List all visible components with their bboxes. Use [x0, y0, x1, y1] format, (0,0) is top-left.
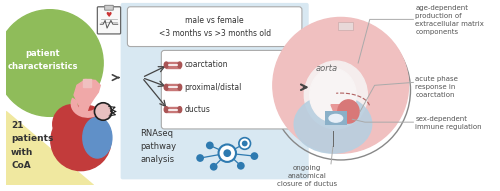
- Polygon shape: [166, 62, 180, 68]
- Polygon shape: [6, 112, 94, 185]
- FancyBboxPatch shape: [120, 3, 308, 179]
- Text: ductus: ductus: [184, 105, 210, 114]
- Text: RNAseq
pathway
analysis: RNAseq pathway analysis: [140, 129, 176, 164]
- Text: 21
patients
with
CoA: 21 patients with CoA: [11, 121, 53, 170]
- Ellipse shape: [178, 62, 182, 68]
- Circle shape: [196, 154, 204, 162]
- Polygon shape: [166, 84, 180, 90]
- Circle shape: [250, 152, 258, 160]
- FancyBboxPatch shape: [98, 7, 120, 34]
- Circle shape: [237, 162, 244, 170]
- FancyBboxPatch shape: [338, 22, 353, 30]
- Ellipse shape: [338, 100, 359, 123]
- Circle shape: [206, 142, 214, 149]
- Text: proximal/distal: proximal/distal: [184, 83, 242, 92]
- Ellipse shape: [273, 17, 408, 153]
- Circle shape: [210, 163, 218, 171]
- Text: ongoing
anatomical
closure of ductus: ongoing anatomical closure of ductus: [276, 165, 337, 187]
- Text: coarctation: coarctation: [184, 61, 228, 70]
- Ellipse shape: [310, 68, 356, 122]
- Ellipse shape: [178, 107, 182, 112]
- FancyBboxPatch shape: [104, 5, 114, 10]
- Polygon shape: [74, 79, 101, 114]
- Text: patient
characteristics: patient characteristics: [8, 49, 78, 71]
- Circle shape: [239, 138, 250, 149]
- Ellipse shape: [164, 84, 168, 90]
- Circle shape: [53, 105, 92, 143]
- Circle shape: [0, 10, 103, 116]
- Ellipse shape: [164, 62, 168, 68]
- Text: sex-dependent
immune regulation: sex-dependent immune regulation: [416, 116, 482, 130]
- Ellipse shape: [294, 95, 372, 153]
- Circle shape: [71, 106, 104, 139]
- Polygon shape: [166, 107, 180, 112]
- Text: male vs female
<3 months vs >3 months old: male vs female <3 months vs >3 months ol…: [158, 16, 270, 38]
- Circle shape: [94, 103, 112, 120]
- Text: acute phase
response in
coarctation: acute phase response in coarctation: [416, 76, 458, 98]
- Circle shape: [218, 144, 236, 162]
- FancyBboxPatch shape: [325, 112, 346, 125]
- Ellipse shape: [164, 107, 168, 112]
- Text: aorta: aorta: [316, 64, 338, 73]
- Ellipse shape: [329, 114, 342, 122]
- Circle shape: [242, 141, 248, 146]
- Text: age-dependent
production of
extracellular matrix
components: age-dependent production of extracellula…: [416, 5, 484, 35]
- Polygon shape: [83, 79, 90, 87]
- Text: ♥: ♥: [106, 11, 112, 18]
- Ellipse shape: [83, 117, 112, 158]
- FancyBboxPatch shape: [162, 50, 303, 129]
- Polygon shape: [331, 105, 350, 119]
- Ellipse shape: [51, 111, 111, 171]
- FancyBboxPatch shape: [128, 7, 302, 47]
- Ellipse shape: [178, 84, 182, 90]
- Ellipse shape: [304, 61, 368, 129]
- Circle shape: [224, 149, 231, 157]
